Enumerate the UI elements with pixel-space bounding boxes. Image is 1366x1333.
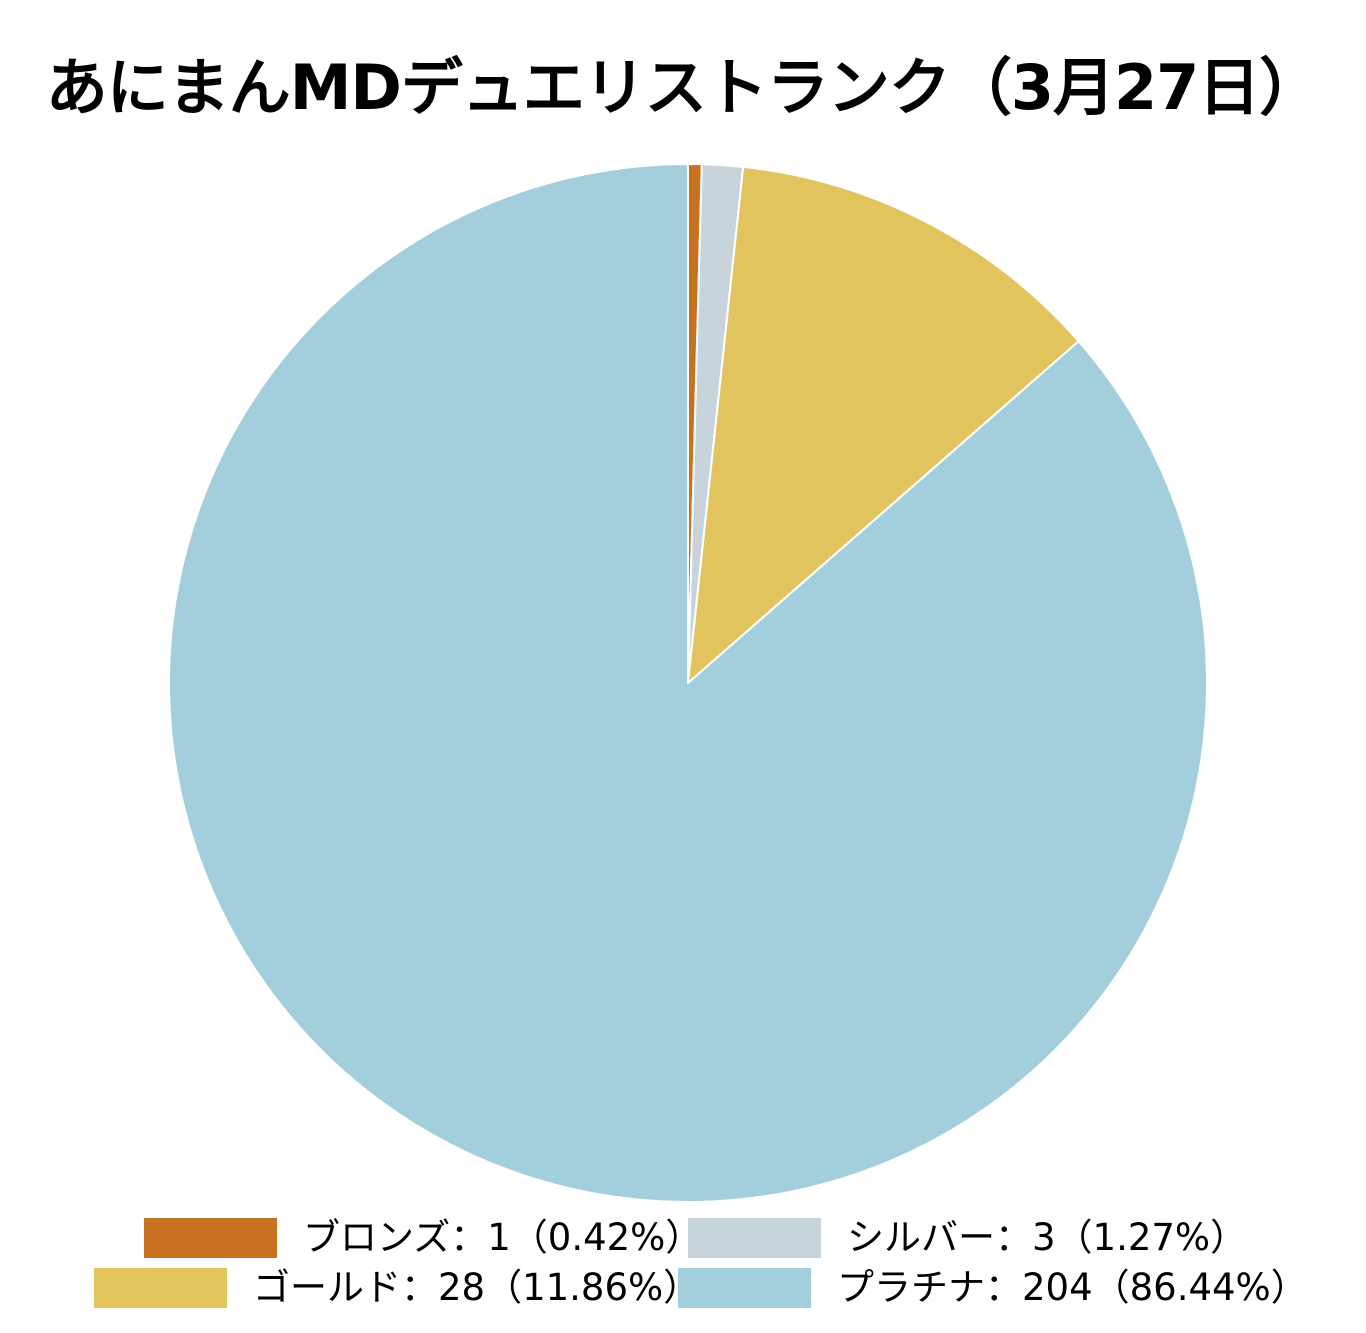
legend-label-gold: ゴールド：28（11.86%）: [253, 1266, 701, 1309]
pie-slice-gold: [687, 165, 1080, 684]
pie-slices: [168, 162, 1208, 1203]
legend-swatch-platinum: [678, 1268, 811, 1308]
legend-label-bronze: ブロンズ：1（0.42%）: [303, 1216, 703, 1259]
legend-swatch-gold: [94, 1268, 227, 1308]
legend-item-bronze: ブロンズ：1（0.42%）: [144, 1218, 702, 1258]
legend-item-silver: シルバー：3（1.27%）: [688, 1218, 1247, 1258]
legend-swatch-bronze: [144, 1218, 277, 1258]
legend-item-gold: ゴールド：28（11.86%）: [94, 1268, 700, 1308]
legend-item-platinum: プラチナ：204（86.44%）: [678, 1268, 1308, 1308]
pie-slice-platinum: [168, 163, 1208, 1203]
chart-title: あにまんMDデュエリストランク（3月27日）: [45, 51, 1322, 124]
legend-swatch-silver: [688, 1218, 821, 1258]
legend-label-silver: シルバー：3（1.27%）: [847, 1216, 1248, 1259]
legend-label-platinum: プラチナ：204（86.44%）: [837, 1266, 1308, 1309]
